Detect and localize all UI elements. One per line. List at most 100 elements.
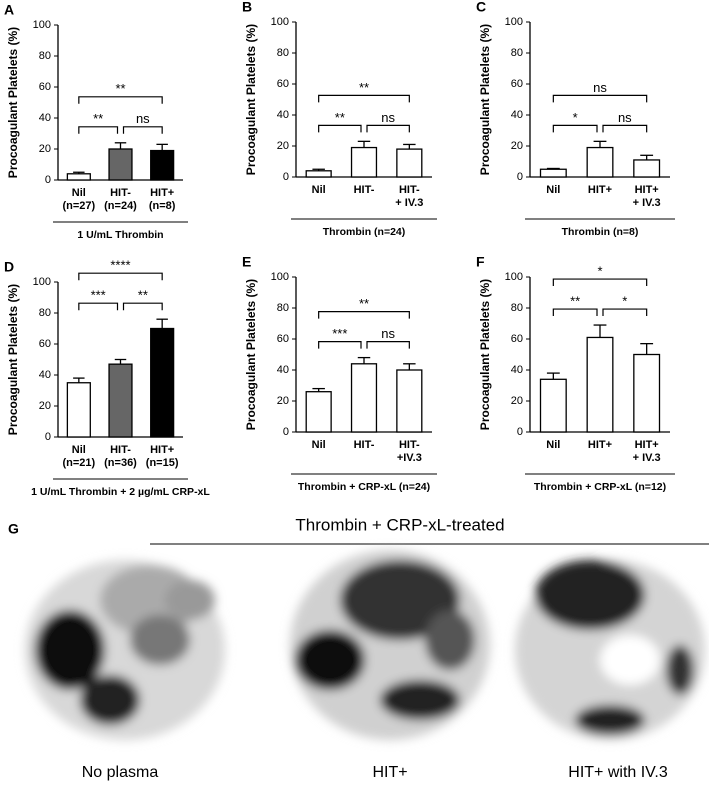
y-tick-label: 20 — [39, 143, 51, 155]
y-tick-label: 20 — [511, 140, 523, 152]
x-axis-label: 1 U/mL Thrombin + 2 µg/mL CRP-xL — [31, 486, 210, 498]
bar — [350, 146, 378, 178]
significance-label: *** — [332, 326, 347, 341]
significance-bracket — [318, 124, 362, 133]
y-axis-label: Procoagulant Platelets (%) — [244, 279, 258, 430]
significance-bracket — [78, 272, 163, 281]
x-tick-label: Nil — [312, 184, 326, 196]
y-tick-label: 60 — [39, 81, 51, 93]
y-tick-label: 40 — [277, 109, 289, 121]
bar — [305, 391, 332, 433]
significance-label: * — [622, 293, 627, 308]
y-tick-label: 0 — [283, 426, 289, 438]
x-tick-label: Nil — [72, 444, 86, 456]
y-tick-label: 0 — [45, 174, 51, 186]
x-tick-label: Nil — [72, 187, 86, 199]
significance-bracket — [552, 94, 648, 103]
bar — [586, 146, 614, 178]
x-tick-label: (n=24) — [104, 200, 137, 212]
bar — [539, 168, 567, 178]
x-tick-label: Nil — [546, 184, 560, 196]
y-tick-label: 40 — [39, 369, 51, 381]
y-tick-label: 0 — [517, 171, 523, 183]
y-tick-label: 0 — [45, 431, 51, 443]
significance-label: ns — [136, 111, 150, 126]
heatmap-image — [515, 560, 705, 740]
x-tick-label: (n=8) — [149, 200, 176, 212]
significance-bracket — [552, 308, 598, 317]
y-tick-label: 0 — [517, 426, 523, 438]
y-axis-label: Procoagulant Platelets (%) — [6, 27, 20, 178]
x-tick-label: HIT+ — [588, 439, 612, 451]
y-tick-label: 100 — [33, 19, 51, 31]
x-tick-label: HIT+ — [150, 187, 174, 199]
y-tick-label: 100 — [505, 271, 523, 283]
significance-bracket — [318, 94, 410, 103]
image-label: HIT+ with IV.3 — [568, 764, 668, 781]
x-axis-label: Thrombin + CRP-xL (n=24) — [298, 481, 430, 493]
bar — [108, 148, 133, 181]
panel-letter: C — [476, 0, 486, 15]
significance-bracket — [552, 124, 598, 133]
x-tick-label: (n=36) — [104, 457, 137, 469]
bar — [539, 378, 567, 433]
x-tick-label: (n=15) — [146, 457, 179, 469]
y-tick-label: 60 — [277, 333, 289, 345]
panel-letter: F — [476, 254, 485, 270]
significance-bracket — [366, 124, 410, 133]
y-tick-label: 20 — [39, 400, 51, 412]
x-tick-label: (n=21) — [62, 457, 95, 469]
significance-bracket — [78, 96, 163, 104]
x-axis-label: Thrombin (n=8) — [562, 226, 639, 238]
significance-label: ns — [381, 110, 395, 125]
x-tick-label: HIT- — [399, 439, 420, 451]
x-tick-label: HIT- — [110, 187, 131, 199]
y-tick-label: 60 — [39, 338, 51, 350]
significance-label: ** — [115, 81, 125, 96]
y-tick-label: 20 — [277, 140, 289, 152]
x-tick-label: HIT+ — [150, 444, 174, 456]
bar — [633, 159, 661, 178]
y-axis-label: Procoagulant Platelets (%) — [6, 284, 20, 435]
x-tick-label: HIT- — [354, 184, 375, 196]
image-label: No plasma — [82, 764, 159, 781]
significance-bracket — [122, 126, 163, 134]
significance-label: ns — [593, 80, 607, 95]
y-tick-label: 80 — [277, 47, 289, 59]
x-tick-label: (n=27) — [62, 200, 95, 212]
x-tick-label: + IV.3 — [633, 452, 661, 464]
x-tick-label: Nil — [312, 439, 326, 451]
significance-bracket — [78, 302, 119, 311]
x-axis-label: Thrombin (n=24) — [323, 226, 406, 238]
y-tick-label: 100 — [33, 276, 51, 288]
bar — [66, 173, 91, 181]
significance-label: *** — [91, 288, 106, 303]
bar — [150, 327, 175, 438]
image-label: HIT+ — [372, 764, 407, 781]
panel-letter: B — [242, 0, 252, 15]
y-tick-label: 80 — [39, 307, 51, 319]
bar — [396, 369, 423, 433]
bar — [350, 363, 378, 433]
y-tick-label: 40 — [511, 364, 523, 376]
significance-label: ** — [359, 296, 369, 311]
x-tick-label: HIT+ — [635, 439, 659, 451]
y-tick-label: 100 — [505, 16, 523, 28]
bar — [305, 170, 332, 178]
significance-label: ** — [335, 110, 345, 125]
x-tick-label: HIT+ — [635, 184, 659, 196]
y-axis-label: Procoagulant Platelets (%) — [478, 279, 492, 430]
significance-bracket — [552, 278, 648, 287]
y-tick-label: 60 — [277, 78, 289, 90]
x-axis-label: 1 U/mL Thrombin — [77, 229, 163, 241]
significance-label: ** — [138, 288, 148, 303]
y-tick-label: 20 — [511, 395, 523, 407]
significance-label: ** — [93, 111, 103, 126]
significance-bracket — [602, 308, 648, 317]
y-tick-label: 80 — [277, 302, 289, 314]
y-tick-label: 40 — [511, 109, 523, 121]
significance-label: ns — [618, 110, 632, 125]
y-tick-label: 80 — [511, 47, 523, 59]
bar — [586, 336, 614, 433]
x-tick-label: Nil — [546, 439, 560, 451]
